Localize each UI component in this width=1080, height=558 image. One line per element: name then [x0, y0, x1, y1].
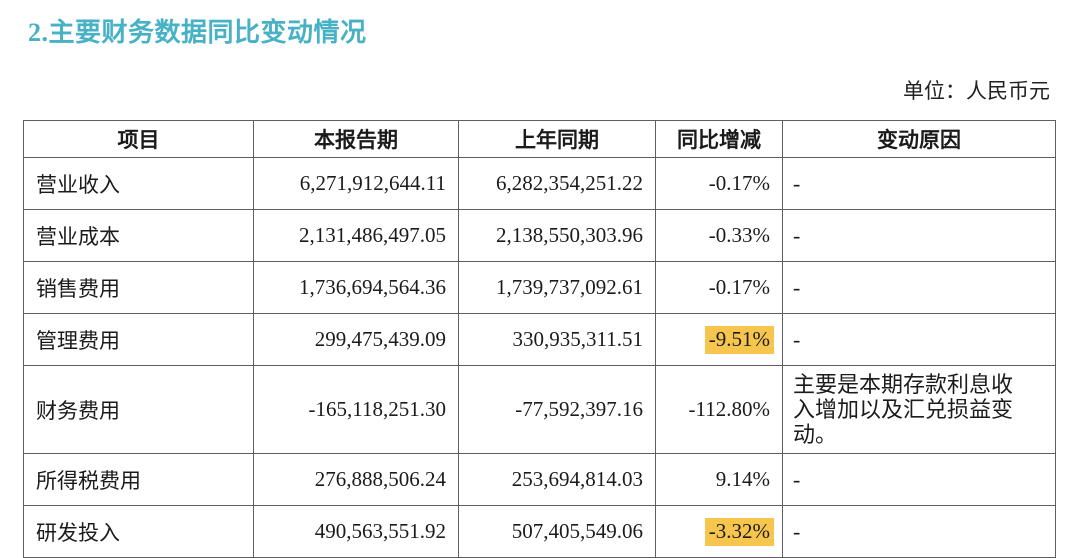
yoy-change-value: -112.80%: [688, 396, 770, 421]
table-row: 营业成本 2,131,486,497.05 2,138,550,303.96 -…: [23, 209, 1056, 262]
yoy-change-value: -0.33%: [708, 222, 770, 247]
table-body: 营业收入 6,271,912,644.11 6,282,354,251.22 -…: [23, 157, 1056, 558]
prior-period-cell: -77,592,397.16: [458, 365, 656, 454]
table-row: 所得税费用 276,888,506.24 253,694,814.03 9.14…: [23, 453, 1056, 506]
current-period-cell: 6,271,912,644.11: [253, 157, 459, 210]
yoy-change-cell: -0.33%: [655, 209, 783, 262]
header-yoy-change: 同比增减: [655, 120, 783, 158]
yoy-change-cell: -0.17%: [655, 261, 783, 314]
current-period-cell: 2,131,486,497.05: [253, 209, 459, 262]
item-cell: 财务费用: [23, 365, 254, 454]
header-change-reason: 变动原因: [782, 120, 1056, 158]
table-row: 管理费用 299,475,439.09 330,935,311.51 -9.51…: [23, 313, 1056, 366]
yoy-change-cell: -9.51%: [655, 313, 783, 366]
item-cell: 管理费用: [23, 313, 254, 366]
header-current-period: 本报告期: [253, 120, 459, 158]
header-prior-period: 上年同期: [458, 120, 656, 158]
yoy-change-cell: -0.17%: [655, 157, 783, 210]
prior-period-cell: 1,739,737,092.61: [458, 261, 656, 314]
item-cell: 所得税费用: [23, 453, 254, 506]
financial-table: 项目 本报告期 上年同期 同比增减 变动原因 营业收入 6,271,912,64…: [23, 120, 1056, 558]
prior-period-cell: 253,694,814.03: [458, 453, 656, 506]
current-period-cell: 490,563,551.92: [253, 505, 459, 558]
table-row: 研发投入 490,563,551.92 507,405,549.06 -3.32…: [23, 505, 1056, 558]
reason-cell: 主要是本期存款利息收入增加以及汇兑损益变动。: [782, 365, 1056, 454]
yoy-change-value: -0.17%: [708, 170, 770, 195]
unit-label: 单位：人民币元: [903, 79, 1050, 103]
item-cell: 营业收入: [23, 157, 254, 210]
reason-cell: -: [782, 209, 1056, 262]
prior-period-cell: 507,405,549.06: [458, 505, 656, 558]
yoy-change-cell: -3.32%: [655, 505, 783, 558]
reason-cell: -: [782, 505, 1056, 558]
reason-cell: -: [782, 157, 1056, 210]
page-title: 2.主要财务数据同比变动情况: [28, 18, 367, 47]
prior-period-cell: 2,138,550,303.96: [458, 209, 656, 262]
yoy-change-value: 9.14%: [715, 466, 770, 491]
current-period-cell: 299,475,439.09: [253, 313, 459, 366]
item-cell: 销售费用: [23, 261, 254, 314]
prior-period-cell: 6,282,354,251.22: [458, 157, 656, 210]
table-row: 销售费用 1,736,694,564.36 1,739,737,092.61 -…: [23, 261, 1056, 314]
yoy-change-cell: 9.14%: [655, 453, 783, 506]
item-cell: 研发投入: [23, 505, 254, 558]
reason-cell: -: [782, 453, 1056, 506]
current-period-cell: 276,888,506.24: [253, 453, 459, 506]
yoy-change-value: -3.32%: [704, 517, 774, 546]
yoy-change-value: -9.51%: [704, 325, 774, 354]
header-item: 项目: [23, 120, 254, 158]
prior-period-cell: 330,935,311.51: [458, 313, 656, 366]
table-header-row: 项目 本报告期 上年同期 同比增减 变动原因: [23, 120, 1056, 158]
table-row: 营业收入 6,271,912,644.11 6,282,354,251.22 -…: [23, 157, 1056, 210]
current-period-cell: 1,736,694,564.36: [253, 261, 459, 314]
reason-cell: -: [782, 261, 1056, 314]
reason-cell: -: [782, 313, 1056, 366]
yoy-change-value: -0.17%: [708, 274, 770, 299]
current-period-cell: -165,118,251.30: [253, 365, 459, 454]
table-row: 财务费用 -165,118,251.30 -77,592,397.16 -112…: [23, 365, 1056, 454]
yoy-change-cell: -112.80%: [655, 365, 783, 454]
item-cell: 营业成本: [23, 209, 254, 262]
